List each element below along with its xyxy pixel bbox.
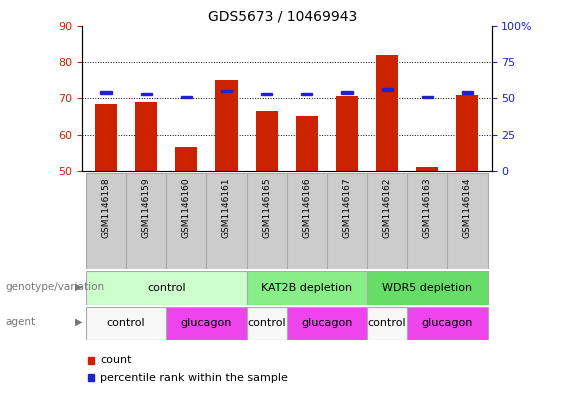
Text: agent: agent bbox=[6, 317, 36, 327]
Bar bbox=[376, 55, 398, 171]
Text: WDR5 depletion: WDR5 depletion bbox=[383, 283, 472, 293]
Text: GSM1146162: GSM1146162 bbox=[383, 178, 392, 238]
Bar bbox=[215, 80, 237, 171]
Text: glucagon: glucagon bbox=[181, 318, 232, 328]
Text: genotype/variation: genotype/variation bbox=[6, 282, 105, 292]
Bar bbox=[295, 116, 318, 171]
FancyBboxPatch shape bbox=[407, 173, 447, 269]
Text: count: count bbox=[100, 355, 132, 365]
Bar bbox=[336, 96, 358, 171]
Text: GSM1146158: GSM1146158 bbox=[102, 178, 111, 239]
FancyBboxPatch shape bbox=[86, 307, 166, 340]
Bar bbox=[416, 167, 438, 171]
Bar bbox=[175, 147, 197, 171]
Bar bbox=[255, 111, 278, 171]
Bar bbox=[141, 93, 152, 95]
Text: GSM1146166: GSM1146166 bbox=[302, 178, 311, 239]
Text: GSM1146161: GSM1146161 bbox=[222, 178, 231, 239]
FancyBboxPatch shape bbox=[166, 173, 206, 269]
Text: control: control bbox=[368, 318, 406, 328]
Bar bbox=[221, 90, 232, 92]
FancyBboxPatch shape bbox=[206, 173, 246, 269]
Text: GSM1146164: GSM1146164 bbox=[463, 178, 472, 238]
Text: percentile rank within the sample: percentile rank within the sample bbox=[100, 373, 288, 383]
Bar bbox=[457, 95, 479, 171]
Bar bbox=[135, 102, 157, 171]
FancyBboxPatch shape bbox=[407, 307, 488, 340]
FancyBboxPatch shape bbox=[367, 173, 407, 269]
FancyBboxPatch shape bbox=[287, 307, 367, 340]
Text: glucagon: glucagon bbox=[301, 318, 353, 328]
Text: control: control bbox=[147, 283, 185, 293]
Text: ▶: ▶ bbox=[75, 317, 82, 327]
FancyBboxPatch shape bbox=[327, 173, 367, 269]
Text: KAT2B depletion: KAT2B depletion bbox=[261, 283, 353, 293]
Text: GDS5673 / 10469943: GDS5673 / 10469943 bbox=[208, 10, 357, 24]
FancyBboxPatch shape bbox=[166, 307, 246, 340]
Bar bbox=[181, 95, 192, 98]
Text: GSM1146167: GSM1146167 bbox=[342, 178, 351, 239]
Bar bbox=[381, 88, 393, 91]
Bar bbox=[462, 91, 473, 94]
FancyBboxPatch shape bbox=[246, 271, 367, 305]
FancyBboxPatch shape bbox=[86, 173, 126, 269]
FancyBboxPatch shape bbox=[246, 307, 287, 340]
Text: GSM1146165: GSM1146165 bbox=[262, 178, 271, 239]
Bar bbox=[261, 93, 272, 95]
Text: ▶: ▶ bbox=[75, 282, 82, 292]
Bar bbox=[101, 91, 112, 94]
Bar bbox=[301, 93, 312, 95]
Bar bbox=[95, 104, 117, 171]
Text: GSM1146159: GSM1146159 bbox=[142, 178, 151, 239]
Text: glucagon: glucagon bbox=[421, 318, 473, 328]
FancyBboxPatch shape bbox=[126, 173, 166, 269]
FancyBboxPatch shape bbox=[367, 271, 488, 305]
Bar bbox=[421, 95, 433, 98]
FancyBboxPatch shape bbox=[246, 173, 287, 269]
FancyBboxPatch shape bbox=[367, 307, 407, 340]
Text: GSM1146160: GSM1146160 bbox=[182, 178, 191, 239]
Text: GSM1146163: GSM1146163 bbox=[423, 178, 432, 239]
Bar bbox=[341, 91, 353, 94]
Text: control: control bbox=[247, 318, 286, 328]
FancyBboxPatch shape bbox=[86, 271, 246, 305]
Text: control: control bbox=[107, 318, 145, 328]
FancyBboxPatch shape bbox=[287, 173, 327, 269]
FancyBboxPatch shape bbox=[447, 173, 488, 269]
